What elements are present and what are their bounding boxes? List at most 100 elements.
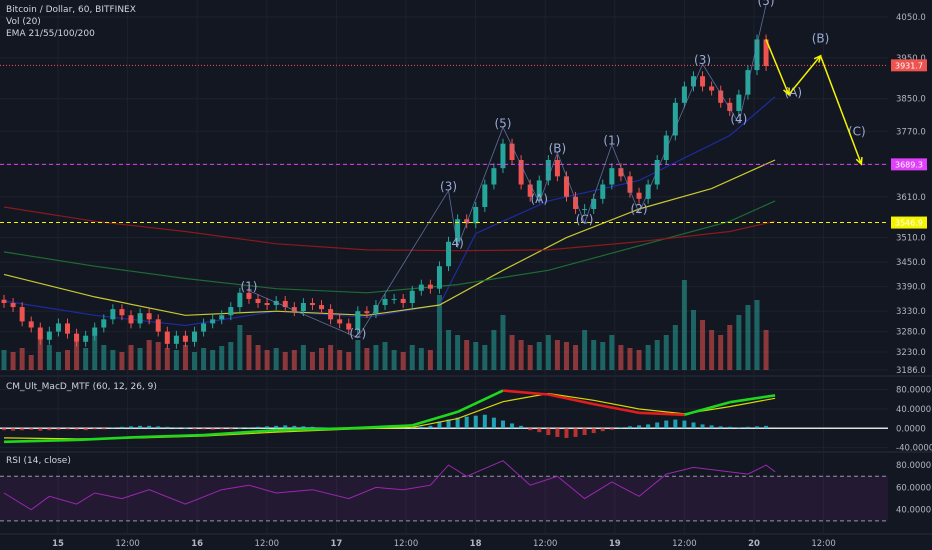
macd-histogram-bar [500, 420, 505, 429]
candle-body [300, 302, 306, 312]
macd-histogram-bar [310, 426, 315, 429]
macd-histogram-bar [83, 428, 88, 431]
candle-body [582, 209, 588, 211]
macd-histogram-bar [555, 428, 560, 437]
x-tick-label: 20 [748, 539, 760, 549]
volume-bar [83, 348, 89, 370]
macd-line-segment [76, 435, 141, 442]
projection-arrow [788, 55, 822, 96]
volume-bar [337, 350, 343, 370]
x-tick-label: 12:00 [255, 539, 280, 549]
volume-bar [65, 350, 71, 370]
volume-bar [382, 342, 388, 370]
volume-bar [391, 350, 397, 370]
macd-histogram-bar [573, 428, 578, 437]
candle-body [1, 299, 7, 303]
volume-bar [364, 348, 370, 370]
macd-histogram-bar [65, 428, 70, 430]
volume-bar [300, 345, 306, 370]
x-tick-label: 19 [609, 539, 621, 549]
volume-bar [155, 342, 161, 370]
macd-histogram-bar [473, 415, 478, 429]
volume-bar [282, 352, 288, 370]
candle-body [690, 76, 696, 87]
volume-bar [609, 335, 615, 370]
candle-body [46, 331, 52, 340]
volume-bar [237, 325, 243, 370]
volume-bar [536, 342, 542, 370]
chart-title: Bitcoin / Dollar, 60, BITFINEX [6, 5, 136, 15]
y-tick-label: 3230.0 [896, 348, 926, 358]
wave-label: (B) [549, 142, 567, 156]
candle-body [500, 143, 506, 169]
macd-tick-label: -40.0000 [896, 444, 932, 454]
wave-label: (C) [848, 124, 866, 138]
volume-bar [137, 348, 143, 370]
candle-body [700, 76, 706, 87]
macd-histogram-bar [292, 425, 297, 429]
macd-histogram-bar [564, 428, 569, 438]
macd-histogram-bar [228, 428, 233, 430]
macd-histogram-bar [754, 426, 759, 429]
macd-histogram-bar [718, 426, 723, 429]
candle-body [518, 159, 524, 185]
x-tick-label: 17 [330, 539, 342, 549]
volume-bar [273, 348, 279, 370]
macd-histogram-bar [682, 420, 687, 429]
candle-body [219, 315, 225, 320]
rsi-legend: RSI (14, close) [6, 456, 71, 466]
y-tick-label: 3186.0 [896, 366, 926, 376]
y-tick-label: 3850.0 [896, 95, 926, 105]
wave-label: (B) [812, 31, 830, 45]
volume-bar [627, 348, 633, 370]
volume-bar [554, 340, 560, 370]
macd-line-segment [729, 394, 776, 404]
candle-body [19, 307, 25, 322]
macd-histogram-bar [201, 428, 206, 430]
candle-body [319, 305, 325, 310]
volume-bar [709, 330, 715, 370]
candle-body [536, 180, 542, 197]
macd-histogram-bar [165, 426, 170, 429]
candle-body [663, 135, 669, 160]
volume-bar [210, 350, 216, 370]
macd-line-segment [3, 438, 77, 444]
macd-histogram-bar [618, 427, 623, 429]
wave-path [248, 4, 767, 339]
candle-body [446, 241, 452, 267]
projection-arrow [765, 39, 790, 95]
volume-bar [754, 300, 760, 370]
volume-bar [718, 335, 724, 370]
volume-bar [10, 352, 16, 370]
x-tick-label: 18 [470, 539, 482, 549]
volume-bar [319, 348, 325, 370]
volume-bar [101, 345, 107, 370]
volume-bar [591, 340, 597, 370]
volume-bar [763, 330, 769, 370]
macd-histogram-bar [74, 428, 79, 430]
candle-body [291, 307, 297, 312]
volume-bar [427, 350, 433, 370]
candle-body [173, 335, 179, 344]
y-tick-label: 3450.0 [896, 258, 926, 268]
wave-label: (1) [240, 280, 257, 294]
x-tick-label: 12:00 [672, 539, 697, 549]
wave-label: (1) [603, 133, 620, 147]
volume-bar [309, 352, 315, 370]
volume-bar [1, 350, 7, 370]
y-tick-label: 3950.0 [896, 54, 926, 64]
macd-line-segment [140, 433, 204, 439]
macd-histogram-bar [600, 428, 605, 432]
volume-bar [681, 280, 687, 370]
candle-body [364, 311, 370, 314]
volume-bar [110, 350, 116, 370]
volume-bar [355, 340, 361, 370]
volume-bar [436, 295, 442, 370]
volume-bar [119, 352, 125, 370]
macd-line-segment [639, 411, 685, 417]
candle-body [192, 331, 198, 342]
wave-label: (2) [349, 327, 366, 341]
volume-bar [146, 340, 152, 370]
macd-histogram-bar [673, 419, 678, 429]
